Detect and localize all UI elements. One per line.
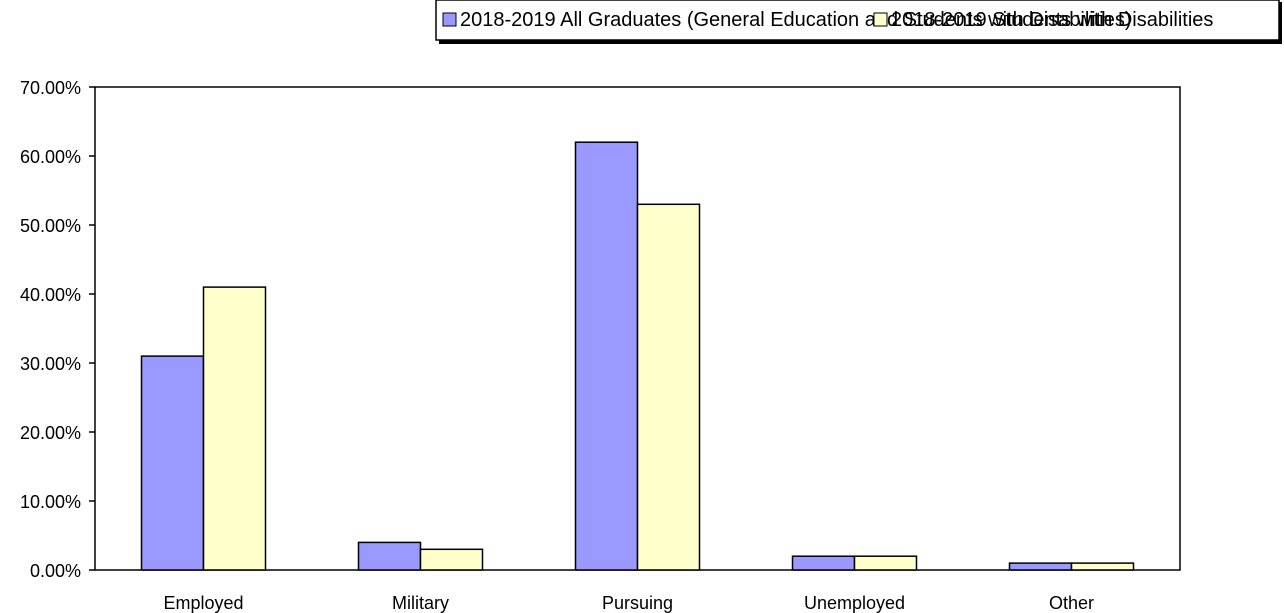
- bar-pursuing-series-1: [574, 141, 639, 571]
- legend-label-all-graduates: 2018-2019 All Graduates (General Educati…: [460, 9, 1132, 31]
- x-tick-label-pursuing: Pursuing: [602, 593, 673, 613]
- bar-other-series-2: [1070, 562, 1135, 571]
- y-tick-label: 60.00%: [20, 147, 81, 167]
- y-tick-label: 70.00%: [20, 78, 81, 98]
- y-tick-label: 0.00%: [30, 561, 81, 581]
- bar-military-series-1: [357, 541, 422, 571]
- bar-pursuing-series-2: [636, 203, 701, 571]
- x-tick-label-unemployed: Unemployed: [804, 593, 905, 613]
- bar-other-series-1: [1008, 562, 1073, 571]
- legend-box: [435, 0, 1280, 41]
- bar-employed-series-2: [202, 286, 267, 571]
- legend-swatch-all-graduates: [442, 12, 457, 27]
- x-axis: Employed Military Pursuing Unemployed Other: [163, 593, 1094, 613]
- y-tick-label: 40.00%: [20, 285, 81, 305]
- x-tick-label-military: Military: [392, 593, 449, 613]
- y-axis: 0.00% 10.00% 20.00% 30.00% 40.00% 50.00% 60.00…: [20, 78, 95, 581]
- y-tick-label: 30.00%: [20, 354, 81, 374]
- x-tick-label-employed: Employed: [163, 593, 243, 613]
- bar-unemployed-series-1: [791, 555, 856, 571]
- bar-employed-series-1: [140, 355, 205, 571]
- y-tick-label: 10.00%: [20, 492, 81, 512]
- x-tick-label-other: Other: [1049, 593, 1094, 613]
- y-tick-label: 20.00%: [20, 423, 81, 443]
- legend-label-students-with-disabilities: 2018-2019 Students with Disabilities: [891, 9, 1213, 31]
- legend: 2018-2019 All Graduates (General Educati…: [435, 0, 1282, 44]
- bar-military-series-2: [419, 548, 484, 571]
- bar-unemployed-series-2: [853, 555, 918, 571]
- bars: [140, 141, 1135, 571]
- y-tick-label: 50.00%: [20, 216, 81, 236]
- legend-swatch-students-with-disabilities: [873, 12, 888, 27]
